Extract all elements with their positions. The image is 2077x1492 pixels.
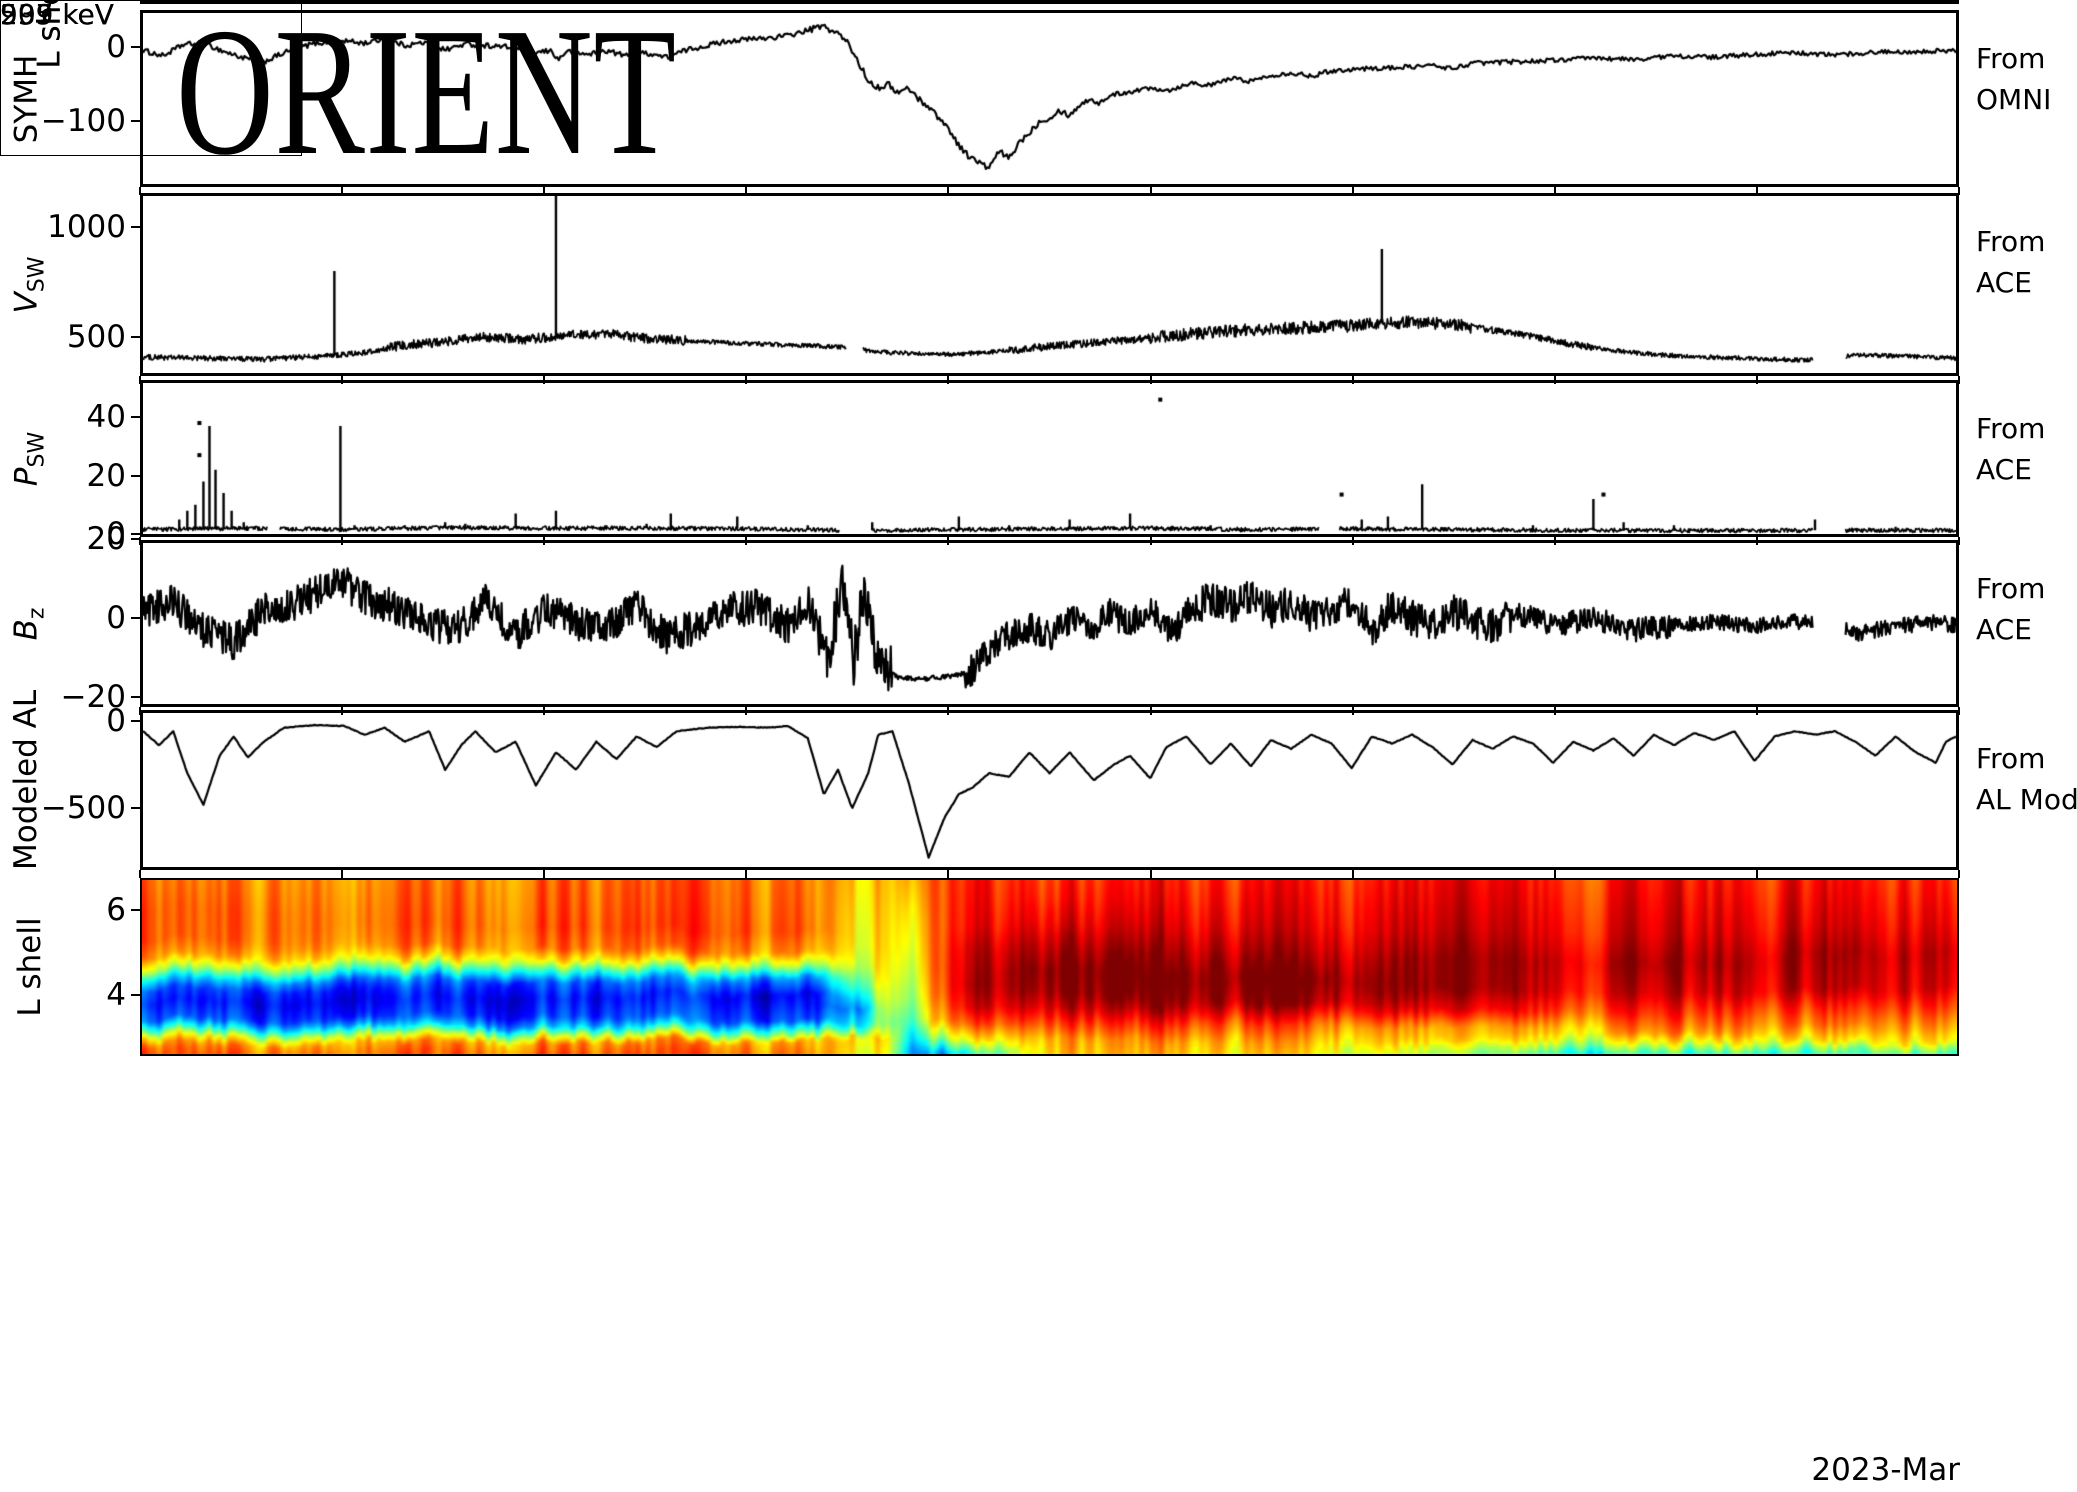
colorbar-canvas	[1, 1, 301, 151]
x-tick-mark	[1755, 870, 1758, 878]
x-axis-label: 2023-Mar	[1811, 1452, 1960, 1488]
x-tick-mark	[139, 187, 141, 195]
x-tick-mark	[1351, 707, 1354, 715]
x-tick-mark	[341, 187, 344, 195]
y-tick-mark	[131, 993, 140, 996]
x-tick-mark	[1149, 537, 1152, 545]
source-label-ace-psw: From ACE	[1976, 412, 2046, 486]
y-tick-mark	[131, 617, 140, 620]
y-tick-mark	[131, 533, 140, 535]
x-tick-mark	[947, 870, 950, 878]
y-tick-mark	[131, 538, 140, 541]
y-tick-mark	[131, 908, 140, 911]
x-tick-mark	[543, 870, 546, 878]
x-tick-mark	[947, 376, 950, 384]
y-tick-label: −500	[40, 790, 126, 827]
x-tick-mark	[543, 707, 546, 715]
x-tick-mark	[1149, 870, 1152, 878]
y-tick-mark	[131, 336, 140, 339]
x-tick-mark	[1553, 707, 1556, 715]
panel-bz	[140, 540, 1959, 707]
x-tick-mark	[947, 187, 950, 195]
x-tick-mark	[745, 537, 748, 545]
symh-plot-canvas	[143, 13, 1956, 184]
x-tick-mark	[543, 537, 546, 545]
x-tick-mark	[1149, 376, 1152, 384]
y-tick-label: 1000	[47, 208, 126, 245]
x-tick-mark	[139, 870, 141, 878]
x-tick-mark	[1755, 187, 1758, 195]
x-tick-mark	[139, 707, 141, 715]
y-tick-mark	[131, 719, 140, 722]
x-tick-mark	[1553, 376, 1556, 384]
y-tick-label: −100	[40, 103, 126, 140]
spectrogram-235kev-canvas	[142, 880, 1957, 1054]
y-tick-label: 20	[86, 457, 126, 494]
panel-vsw	[140, 193, 1959, 376]
y-tick-label: 0	[106, 28, 126, 65]
y-tick-mark	[131, 416, 140, 419]
x-tick-mark	[1351, 376, 1354, 384]
y-tick-mark	[131, 45, 140, 48]
vsw-plot-canvas	[143, 196, 1956, 373]
y-tick-label: 20	[86, 521, 126, 558]
x-tick-mark	[947, 707, 950, 715]
y-tick-label: 6	[106, 891, 126, 928]
x-tick-mark	[1351, 870, 1354, 878]
x-tick-mark	[1958, 537, 1960, 545]
panel-al	[140, 710, 1959, 870]
al-plot-canvas	[143, 713, 1956, 867]
x-tick-mark	[1755, 537, 1758, 545]
y-tick-mark	[131, 474, 140, 477]
panel-psw	[140, 380, 1959, 537]
x-tick-mark	[745, 376, 748, 384]
source-label-ace-bz: From ACE	[1976, 572, 2046, 646]
x-tick-mark	[139, 376, 141, 384]
panel-spectrogram-235kev	[140, 878, 1959, 1056]
panel-symh	[140, 10, 1959, 187]
y-tick-label: −20	[60, 678, 126, 715]
y-tick-label: 0	[106, 600, 126, 637]
y-tick-label: 500	[66, 319, 126, 356]
x-tick-mark	[1149, 187, 1152, 195]
x-tick-mark	[543, 187, 546, 195]
x-tick-mark	[947, 537, 950, 545]
x-tick-mark	[1553, 870, 1556, 878]
x-tick-mark	[745, 187, 748, 195]
x-tick-mark	[543, 376, 546, 384]
y-tick-mark	[131, 225, 140, 228]
x-tick-mark	[1553, 537, 1556, 545]
colorbar	[0, 0, 302, 156]
source-label-ace-vsw: From ACE	[1976, 225, 2046, 299]
x-tick-mark	[139, 537, 141, 545]
y-tick-label: 0	[106, 516, 126, 552]
x-tick-mark	[1755, 376, 1758, 384]
x-tick-mark	[745, 707, 748, 715]
x-tick-mark	[341, 707, 344, 715]
x-tick-mark	[1755, 707, 1758, 715]
y-tick-label: 4	[106, 976, 126, 1013]
y-tick-label: 40	[86, 399, 126, 436]
y-tick-label: 0	[106, 702, 126, 739]
bz-plot-canvas	[143, 543, 1956, 704]
x-tick-mark	[341, 537, 344, 545]
x-tick-mark	[341, 376, 344, 384]
x-tick-mark	[1351, 187, 1354, 195]
x-tick-mark	[1553, 187, 1556, 195]
psw-plot-canvas	[143, 383, 1956, 534]
source-label-omni: From OMNI	[1976, 42, 2052, 116]
x-tick-mark	[1958, 870, 1960, 878]
x-tick-mark	[1958, 376, 1960, 384]
y-tick-mark	[131, 695, 140, 698]
y-tick-mark	[131, 807, 140, 810]
x-tick-mark	[745, 870, 748, 878]
y-tick-mark	[131, 120, 140, 123]
x-tick-mark	[341, 870, 344, 878]
x-tick-mark	[1149, 707, 1152, 715]
x-tick-mark	[1958, 707, 1960, 715]
x-tick-mark	[1351, 537, 1354, 545]
x-tick-mark	[1958, 187, 1960, 195]
